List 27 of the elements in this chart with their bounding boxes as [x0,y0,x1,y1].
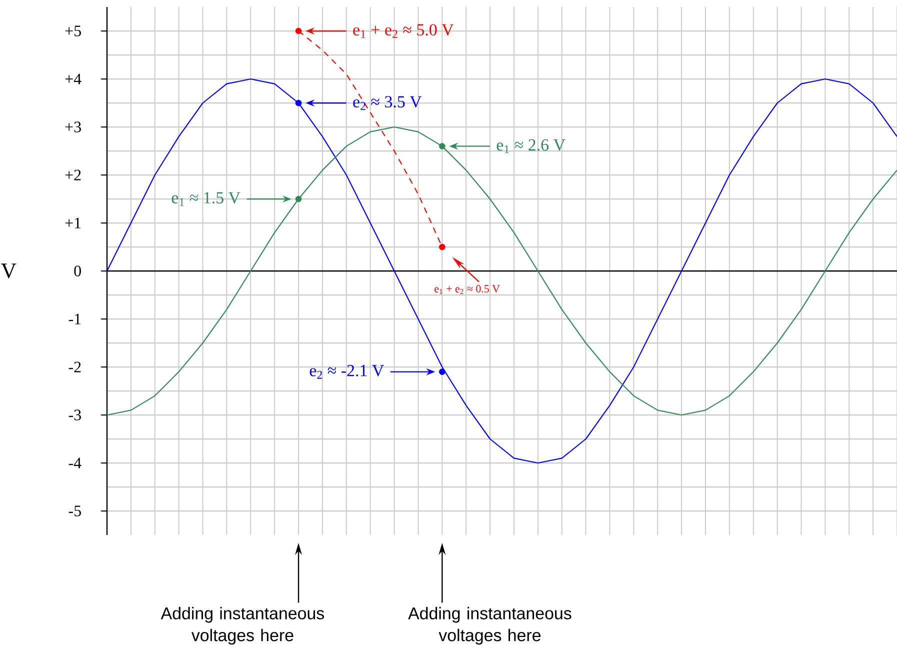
y-tick-label: -3 [68,410,81,420]
y-tick-label: +4 [65,74,82,84]
y-axis-title: V [1,264,16,278]
y-tick-label: +2 [65,170,81,180]
y-tick-label: +3 [65,122,81,132]
annotation: e$_{2}$ ≈ -2.1 V [310,364,384,379]
annotation: e$_{1}$ + e$_{2}$ ≈ 0.5 V [434,285,500,294]
text: Adding instantaneous voltages here [408,606,572,645]
point [438,368,446,375]
y-tick-label: -5 [68,506,81,516]
point [438,143,446,150]
point [295,28,302,34]
y-tick-label: -2 [68,362,81,372]
annotation: e$_{1}$ ≈ 2.6 V [496,139,566,154]
y-tick-label: -4 [68,458,82,468]
point [438,244,446,250]
y-tick-label: +5 [65,26,81,36]
annotation: e$_{1}$ ≈ 1.5 V [172,192,240,206]
annotation: e$_{1}$ + e$_{2}$ ≈ 5.0 V [353,24,454,38]
y-tick-label: 0 [74,266,81,276]
line-series [106,126,897,416]
point [295,100,302,106]
annotation: e$_{2}$ ≈ 3.5 V [353,96,422,110]
y-tick-label: +1 [65,218,81,228]
y-tick-label: -1 [68,314,81,324]
text: Adding instantaneous voltages here [160,606,324,645]
point [295,196,302,202]
